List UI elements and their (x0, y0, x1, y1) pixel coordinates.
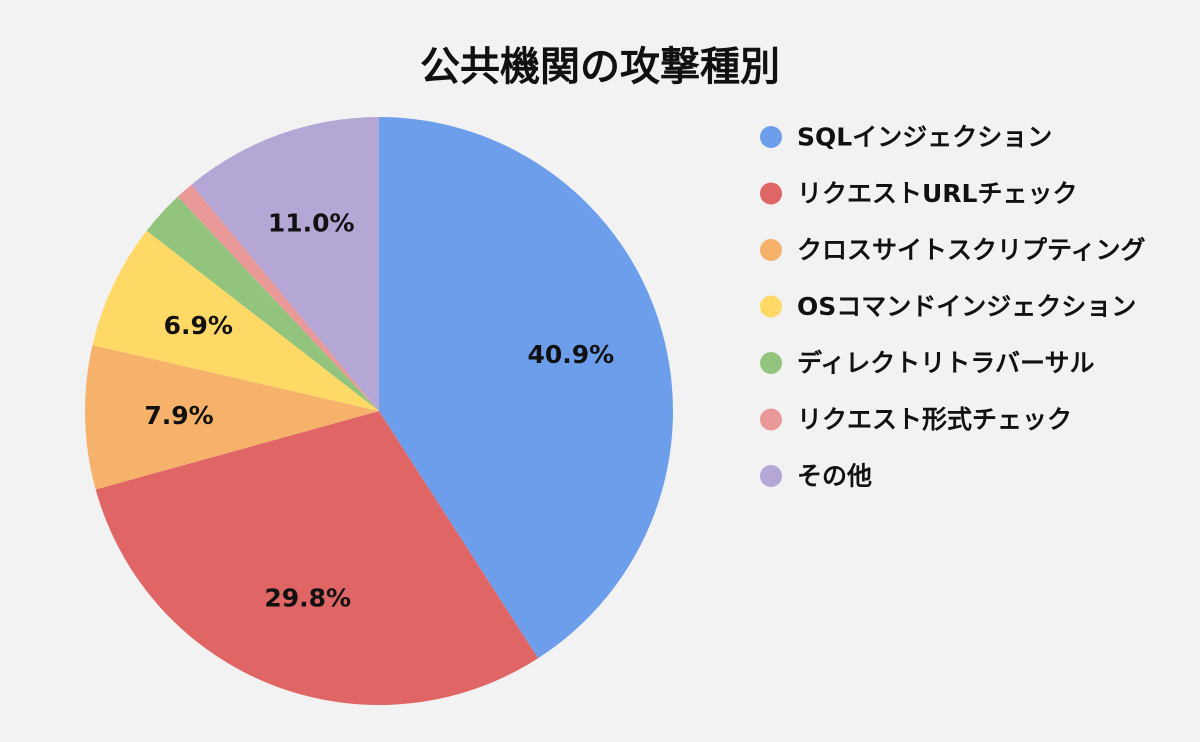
legend-label-1: SQLインジェクション (797, 123, 1052, 152)
pie-slice-labels: 40.9% 29.8% 7.9% 6.9% 11.0% (144, 208, 614, 612)
slice-value-label-3: 7.9% (144, 401, 213, 430)
legend-swatch-2 (760, 182, 782, 205)
legend-label-4: OSコマンドインジェクション (797, 292, 1136, 321)
pie-slices (85, 117, 673, 705)
legend-label-2: リクエストURLチェック (797, 179, 1077, 208)
legend-swatch-1 (760, 126, 782, 148)
slice-value-label-1: 40.9% (528, 340, 615, 369)
slice-value-label-4: 6.9% (164, 311, 233, 340)
legend-swatch-5 (760, 352, 782, 374)
legend-label-6: リクエスト形式チェック (797, 405, 1072, 434)
pie-slice-3 (85, 345, 379, 490)
pie-slice-2 (95, 411, 539, 705)
legend-swatch-4 (760, 295, 782, 318)
legend-label-5: ディレクトリトラバーサル (797, 349, 1095, 378)
legend-swatch-3 (760, 239, 782, 261)
slice-value-label-2: 29.8% (264, 583, 351, 612)
pie-slice-6 (177, 184, 379, 411)
legend-label-3: クロスサイトスクリプティング (797, 236, 1146, 265)
pie-slice-4 (92, 230, 379, 411)
legend-swatch-7 (760, 465, 782, 487)
legend-label-7: その他 (797, 462, 872, 491)
pie-slice-5 (146, 196, 379, 411)
chart-title: 公共機関の攻撃種別 (420, 44, 780, 90)
legend-swatch-6 (760, 408, 782, 431)
slice-value-label-7: 11.0% (268, 208, 355, 237)
pie-slice-1 (379, 117, 673, 659)
pie-slice-7 (191, 117, 379, 411)
